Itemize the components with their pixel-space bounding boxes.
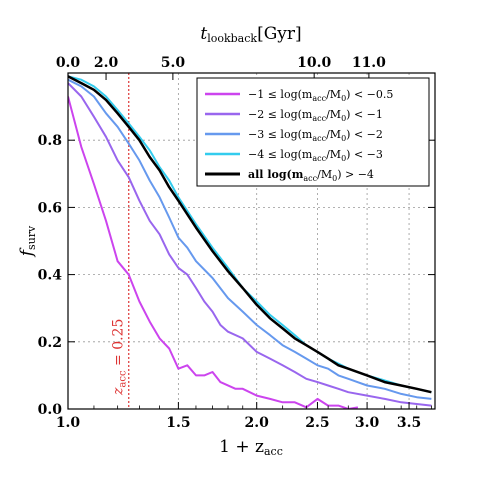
x-tick-label-2: 2.0: [245, 415, 270, 431]
legend-label-part-0-1: acc: [312, 94, 326, 103]
legend-label-part-4-2: /M: [317, 168, 332, 181]
top-tick-label-3: 10.0: [297, 55, 331, 71]
series-group: [68, 75, 432, 409]
legend-label-part-2-2: /M: [326, 128, 341, 141]
legend-label-part-0-3: 0: [341, 94, 346, 103]
top-tick-label-2: 5.0: [161, 55, 186, 71]
legend-label-part-3-3: 0: [341, 154, 346, 163]
x-tick-label-1: 1.5: [166, 415, 190, 431]
series-line-4: [68, 75, 432, 394]
top-axis-label: tlookback[Gyr]: [200, 24, 301, 45]
y-axis-label-sub: surv: [25, 225, 38, 250]
legend-label-part-1-0: −2 ≤ log(m: [248, 108, 313, 121]
series-line-0: [68, 96, 359, 409]
x-axis-label: 1 + zacc: [219, 437, 283, 458]
legend-label-2: −3 ≤ log(macc/M0) < −2: [248, 128, 383, 143]
legend-label-1: −2 ≤ log(macc/M0) < −1: [248, 108, 383, 123]
y-tick-label-2: 0.4: [38, 268, 63, 284]
top-tick-label-1: 2.0: [94, 55, 119, 71]
legend-label-part-1-3: 0: [341, 114, 346, 123]
marker-label-z: z: [111, 387, 127, 396]
x-tick-label-3: 2.5: [305, 415, 329, 431]
top-tick-label-4: 11.0: [352, 55, 386, 71]
y-axis-label: fsurv: [17, 225, 38, 258]
legend-label-part-0-0: −1 ≤ log(m: [248, 88, 313, 101]
x-axis-label-sub: acc: [264, 445, 283, 458]
x-tick-label-4: 3.0: [355, 415, 380, 431]
series-line-2: [68, 78, 432, 400]
legend-label-part-1-2: /M: [326, 108, 341, 121]
legend: −1 ≤ log(macc/M0) < −0.5−2 ≤ log(macc/M0…: [196, 77, 430, 187]
legend-label-4: all log(macc/M0) > −4: [248, 168, 374, 183]
legend-label-part-3-2: /M: [326, 148, 341, 161]
x-axis-label-main: 1 + z: [219, 437, 264, 457]
axis-ticks: 1.0 1.5 2.0 2.5 3.0 3.5 0.0 0.2 0.4 0.6 0.8 0.0 2.0 5…: [38, 55, 435, 431]
legend-label-part-2-0: −3 ≤ log(m: [248, 128, 313, 141]
legend-label-part-3-1: acc: [312, 154, 326, 163]
top-tick-label-0: 0.0: [56, 55, 81, 71]
legend-label-part-1-4: ) < −1: [346, 108, 383, 121]
legend-label-part-1-1: acc: [312, 114, 326, 123]
top-axis-label-main: t: [200, 24, 207, 44]
legend-label-part-4-4: ) > −4: [337, 168, 374, 181]
legend-box: [196, 77, 430, 187]
y-tick-label-0: 0.0: [38, 402, 63, 418]
marker-label-value: = 0.25: [111, 319, 127, 371]
legend-label-3: −4 ≤ log(macc/M0) < −3: [248, 148, 383, 163]
legend-label-part-4-0: all log(m: [248, 168, 304, 181]
legend-label-part-2-3: 0: [341, 134, 346, 143]
y-tick-label-4: 0.8: [38, 133, 62, 149]
top-axis-label-unit: [Gyr]: [257, 24, 302, 44]
top-axis-label-sub: lookback: [207, 32, 257, 45]
marker-label-sub: acc: [118, 370, 129, 388]
acc-redshift-marker-label: zacc = 0.25: [111, 319, 129, 396]
series-line-1: [68, 82, 432, 407]
y-tick-label-1: 0.2: [38, 335, 62, 351]
legend-label-part-2-1: acc: [312, 134, 326, 143]
y-tick-label-3: 0.6: [38, 200, 62, 216]
x-tick-label-0: 1.0: [56, 415, 81, 431]
legend-label-part-0-4: ) < −0.5: [346, 88, 393, 101]
x-tick-label-5: 3.5: [397, 415, 421, 431]
legend-label-part-3-4: ) < −3: [346, 148, 383, 161]
y-axis-label-main: f: [17, 247, 37, 258]
legend-label-part-4-1: acc: [303, 174, 317, 183]
legend-label-part-2-4: ) < −2: [346, 128, 383, 141]
legend-label-part-3-0: −4 ≤ log(m: [248, 148, 313, 161]
legend-label-0: −1 ≤ log(macc/M0) < −0.5: [248, 88, 393, 103]
plot-frame: [67, 72, 436, 410]
legend-label-part-4-3: 0: [332, 174, 337, 183]
legend-label-part-0-2: /M: [326, 88, 341, 101]
